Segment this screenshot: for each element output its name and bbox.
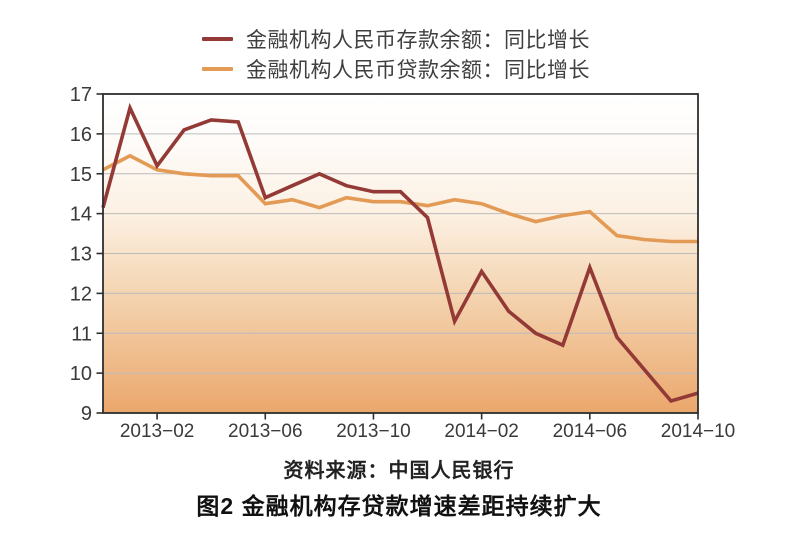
svg-text:16: 16 (70, 124, 92, 146)
legend-swatch-deposit-line (202, 36, 233, 41)
svg-text:12: 12 (70, 283, 92, 305)
legend-label-loan: 金融机构人民币贷款余额：同比增长 (246, 58, 590, 82)
svg-text:2013−06: 2013−06 (228, 421, 303, 442)
legend-item-loan: 金融机构人民币贷款余额：同比增长 (202, 57, 590, 82)
svg-text:2014−02: 2014−02 (444, 421, 519, 442)
legend: 金融机构人民币存款余额：同比增长 金融机构人民币贷款余额：同比增长 (202, 27, 590, 82)
x-axis: 2013−02 2013−06 2013−10 2014−02 2014−06 2014−… (120, 413, 735, 442)
svg-text:2014−10: 2014−10 (661, 421, 736, 442)
y-axis: 17 16 15 14 13 12 11 10 9 (70, 84, 103, 425)
svg-text:13: 13 (70, 244, 92, 266)
svg-text:15: 15 (70, 164, 92, 186)
svg-text:9: 9 (81, 403, 92, 425)
captions: 资料来源：中国人民银行 图2 金融机构存贷款增速差距持续扩大 (0, 454, 798, 521)
svg-text:17: 17 (70, 84, 92, 106)
svg-text:2014−06: 2014−06 (553, 421, 628, 442)
svg-text:11: 11 (71, 323, 92, 345)
legend-label-deposit: 金融机构人民币存款余额：同比增长 (246, 28, 590, 52)
svg-text:2013−10: 2013−10 (336, 421, 411, 442)
legend-swatch-loan-line (202, 66, 233, 71)
svg-text:2013−02: 2013−02 (120, 421, 195, 442)
svg-text:10: 10 (70, 363, 92, 385)
svg-text:14: 14 (70, 204, 92, 226)
series-line (102, 153, 698, 244)
series-line (101, 102, 699, 404)
source-note: 资料来源：中国人民银行 (283, 460, 515, 482)
legend-item-deposit: 金融机构人民币存款余额：同比增长 (202, 27, 590, 52)
chart-title: 图2 金融机构存贷款增速差距持续扩大 (196, 493, 602, 519)
